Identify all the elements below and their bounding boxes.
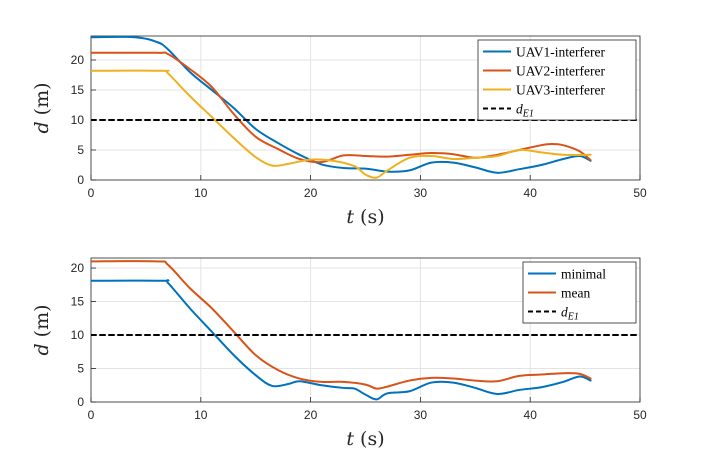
series-line-mean: [91, 260, 592, 390]
y-tick-label: 0: [77, 395, 84, 409]
legend-entry: dE1: [516, 102, 534, 120]
x-tick-label: 0: [88, 186, 95, 200]
x-tick-label: 40: [524, 186, 538, 200]
y-tick-label: 5: [77, 143, 84, 157]
legend-entry: dE1: [561, 305, 579, 323]
x-tick-label: 40: [524, 408, 538, 422]
y-tick-label: 20: [71, 53, 85, 67]
y-tick-label: 20: [71, 261, 85, 275]
y-tick-label: 15: [71, 295, 85, 309]
x-tick-label: 50: [633, 408, 647, 422]
legend: UAV1-interferer UAV2-interferer UAV3-inter…: [477, 39, 637, 121]
series-line-uav2-interferer: [91, 51, 592, 164]
legend-box: [477, 39, 637, 121]
x-tick-label: 20: [304, 408, 318, 422]
legend-entry: minimal: [561, 267, 606, 282]
x-tick-label: 30: [414, 186, 428, 200]
legend-entry: mean: [561, 286, 590, 301]
axes-box: [90, 35, 641, 181]
chart-panel-1: 0 10 20 30 40 50 0 5 10 15 20 t (s) d (m) UAV1-interf…: [31, 35, 647, 228]
axes-box: [90, 257, 641, 403]
series-line-minimal: [91, 279, 592, 401]
x-tick-label: 10: [194, 186, 208, 200]
x-tick-label: 10: [194, 408, 208, 422]
legend: minimal mean dE1: [522, 261, 637, 324]
y-axis-label: d (m): [31, 82, 53, 133]
series-line-uav1-interferer: [91, 36, 592, 174]
x-axis-label: t (s): [346, 428, 384, 450]
legend-entry: UAV1-interferer: [516, 45, 605, 60]
y-tick-label: 5: [77, 362, 84, 376]
y-tick-label: 10: [71, 113, 85, 127]
x-tick-label: 0: [88, 408, 95, 422]
x-axis-label: t (s): [346, 206, 384, 228]
legend-entry: UAV3-interferer: [516, 83, 605, 98]
x-tick-label: 30: [414, 408, 428, 422]
legend-entry: UAV2-interferer: [516, 64, 605, 79]
y-tick-label: 10: [71, 328, 85, 342]
series-line-uav3-interferer: [91, 69, 592, 179]
x-tick-label: 50: [633, 186, 647, 200]
y-tick-label: 15: [71, 83, 85, 97]
y-axis-label: d (m): [31, 304, 53, 355]
x-tick-label: 20: [304, 186, 318, 200]
chart-panel-2: 0 10 20 30 40 50 0 5 10 15 20 t (s) d (m) minimal mean…: [31, 257, 647, 450]
y-tick-label: 0: [77, 173, 84, 187]
